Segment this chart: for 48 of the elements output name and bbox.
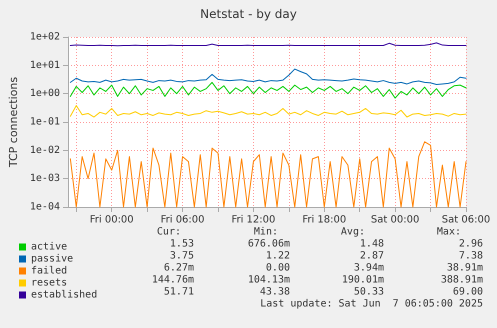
text: 38.91m xyxy=(446,262,483,274)
legend-label: established xyxy=(31,290,98,300)
y-tick-label: 1e-03 xyxy=(30,173,60,184)
text: 3.94m xyxy=(354,262,384,274)
text: 0.00 xyxy=(266,262,290,274)
text: Min: xyxy=(254,226,278,238)
legend-label: passive xyxy=(31,254,74,264)
text: 69.00 xyxy=(452,286,483,298)
text: 6.27m xyxy=(164,262,194,274)
text: Last update: Sat Jun 7 06:05:00 2025 xyxy=(260,298,483,310)
y-tick-label: 1e+00 xyxy=(30,88,60,100)
y-tick-label: 1e+01 xyxy=(30,60,60,71)
legend-label: failed xyxy=(31,266,68,276)
legend-label: resets xyxy=(31,278,68,288)
y-tick-label: 1e-02 xyxy=(30,144,60,156)
x-tick-label: Sat 00:00 xyxy=(370,214,420,226)
text: 3.75 xyxy=(170,250,194,262)
legend-label: active xyxy=(31,242,68,252)
text: 7.38 xyxy=(458,250,483,262)
chart-title: Netstat - by day xyxy=(200,7,297,21)
text: 2.96 xyxy=(458,238,483,250)
text: Avg: xyxy=(340,226,365,238)
text: 1.53 xyxy=(170,238,194,250)
y-tick-label: 1e-04 xyxy=(30,202,60,212)
text: 1.22 xyxy=(266,250,290,262)
text: 676.06m xyxy=(248,238,290,250)
line-series xyxy=(70,105,466,118)
text: 144.76m xyxy=(152,274,194,286)
text: 190.01m xyxy=(342,274,384,286)
x-tick-label: Fri 12:00 xyxy=(231,214,276,226)
text: 1.48 xyxy=(360,238,384,250)
x-tick-label: Sat 06:00 xyxy=(442,214,490,226)
line-series xyxy=(70,68,466,86)
line-series xyxy=(70,82,466,99)
text: Max: xyxy=(436,226,461,238)
y-tick-label: 1e-01 xyxy=(30,116,60,128)
text: 51.71 xyxy=(164,286,194,298)
x-tick-label: Fri 06:00 xyxy=(160,214,205,226)
x-tick-label: Fri 18:00 xyxy=(302,214,346,226)
text: 50.33 xyxy=(354,286,384,298)
text: 104.13m xyxy=(248,274,290,286)
x-tick-label: Fri 00:00 xyxy=(90,214,134,226)
text: Cur: xyxy=(156,226,181,238)
y-tick-label: 1e+02 xyxy=(30,32,60,42)
text: 2.87 xyxy=(360,250,384,262)
y-axis-title: TCP connections xyxy=(7,76,20,168)
text: 43.38 xyxy=(260,286,290,298)
text: 388.91m xyxy=(440,274,483,286)
